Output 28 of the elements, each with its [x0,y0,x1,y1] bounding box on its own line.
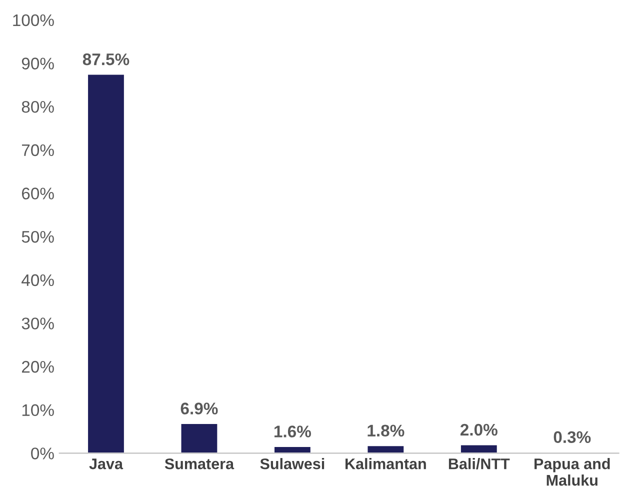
data-label: 6.9% [180,402,218,414]
data-label: 0.3% [554,431,591,444]
y-tick-label: 40% [22,274,54,286]
bar [273,446,312,454]
x-tick-label: Bali/NTT [448,458,510,470]
y-tick-label: 90% [22,58,54,70]
bar [366,444,406,454]
x-tick-label: Sulawesi [260,458,324,470]
y-tick-label: 10% [22,404,54,416]
x-tick-label: Java [89,458,124,470]
y-tick-label: 30% [22,318,54,330]
data-label: 87.5% [82,53,130,66]
data-label: 1.8% [368,424,404,437]
data-label: 1.6% [274,426,312,438]
y-tick-label: 100% [13,14,54,26]
bar [180,422,219,454]
bar [460,444,498,454]
y-tick-label: 0% [31,448,54,460]
x-tick-label: Sumatera [164,458,234,470]
y-tick-label: 70% [22,144,54,156]
y-tick-label: 60% [22,188,54,200]
y-tick-label: 50% [22,230,54,243]
y-tick-label: 20% [22,360,54,373]
bar [86,73,126,454]
x-tick-label: Papua and Maluku [534,458,610,486]
data-label: 2.0% [460,424,498,436]
y-tick-label: 80% [22,100,54,113]
x-tick-label: Kalimantan [346,458,426,470]
